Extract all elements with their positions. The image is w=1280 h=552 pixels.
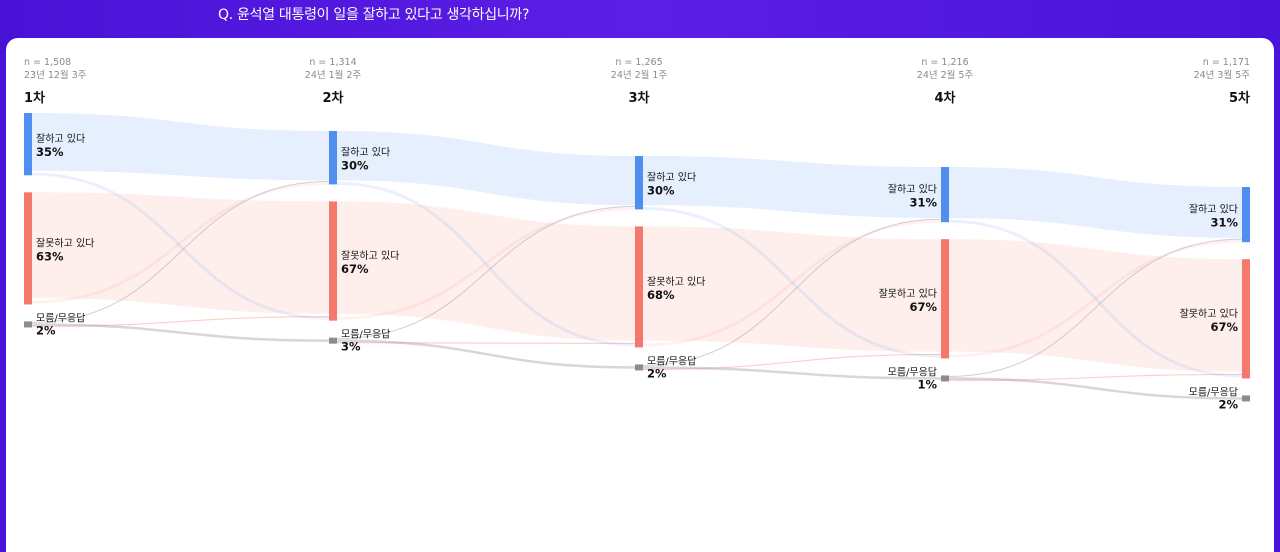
node-value: 2% bbox=[647, 366, 667, 380]
flow-approve-1 bbox=[32, 113, 329, 181]
node-label: 모름/무응답 bbox=[647, 355, 696, 367]
node-value: 30% bbox=[341, 159, 369, 173]
flow-switch-a-4 bbox=[948, 219, 1243, 378]
node-label: 잘하고 있다 bbox=[1189, 203, 1238, 216]
flow-dk-3 bbox=[642, 366, 942, 380]
node-value: 67% bbox=[909, 300, 937, 314]
wave-3-sample: n = 1,265 bbox=[615, 57, 662, 68]
wave-2-name: 2차 bbox=[322, 90, 343, 106]
node-value: 67% bbox=[341, 262, 369, 276]
flow-dk-disapprove-3 bbox=[642, 353, 942, 371]
node-value: 35% bbox=[36, 145, 64, 159]
flow-switch-a-3 bbox=[642, 206, 942, 358]
flow-approve-3 bbox=[643, 156, 941, 218]
wave-5-name: 5차 bbox=[1229, 90, 1250, 106]
node-value: 30% bbox=[647, 184, 675, 198]
flow-dk-1 bbox=[31, 323, 330, 342]
wave-1-name: 1차 bbox=[24, 90, 45, 106]
wave-3-name: 3차 bbox=[628, 90, 649, 106]
wave-5-date: 24년 3월 5주 bbox=[1194, 69, 1251, 81]
flow-approve-4 bbox=[949, 167, 1242, 238]
wave-1-sample: n = 1,508 bbox=[24, 57, 71, 68]
node-label: 잘못하고 있다 bbox=[36, 236, 94, 249]
flow-switch-a-2 bbox=[336, 181, 636, 347]
flow-switch-b-1 bbox=[31, 181, 330, 304]
node-label: 모름/무응답 bbox=[341, 329, 390, 341]
wave-5-sample: n = 1,171 bbox=[1203, 57, 1250, 68]
wave-4-sample: n = 1,216 bbox=[921, 57, 968, 68]
flow-dk-disapprove-1 bbox=[31, 316, 330, 328]
wave-1-date: 23년 12월 3주 bbox=[24, 69, 87, 81]
flow-dk-approve-3 bbox=[642, 218, 942, 366]
flow-links bbox=[31, 113, 1243, 400]
wave-4-date: 24년 2월 5주 bbox=[917, 69, 974, 81]
node-value: 67% bbox=[1210, 320, 1238, 334]
node-3-2 bbox=[635, 226, 643, 348]
node-1-2 bbox=[24, 192, 32, 305]
node-5-1 bbox=[1242, 187, 1250, 243]
flow-switch-b-2 bbox=[336, 206, 636, 320]
node-label: 잘하고 있다 bbox=[36, 132, 85, 145]
flow-dk-approve-4 bbox=[948, 238, 1243, 377]
node-label: 잘못하고 있다 bbox=[341, 249, 399, 262]
flow-disapprove-2 bbox=[337, 201, 635, 341]
node-value: 31% bbox=[1210, 216, 1238, 230]
node-label: 모름/무응답 bbox=[1189, 386, 1238, 398]
node-label: 잘하고 있다 bbox=[341, 146, 390, 159]
wave-3-date: 24년 2월 1주 bbox=[611, 69, 668, 81]
node-1-3 bbox=[24, 321, 32, 328]
node-value: 3% bbox=[341, 340, 361, 354]
wave-2-sample: n = 1,314 bbox=[309, 57, 356, 68]
chart-panel: 잘하고 있다 35% 잘못하고 있다 63% 모름/무응답 2% 잘하고 있다 30% 잘못하고… bbox=[6, 38, 1274, 552]
node-4-2 bbox=[941, 239, 949, 359]
node-label: 모름/무응답 bbox=[36, 312, 85, 324]
flow-dk-disapprove-4 bbox=[948, 373, 1243, 382]
node-value: 68% bbox=[647, 288, 675, 302]
flow-switch-a-1 bbox=[31, 172, 330, 320]
flow-dk-4 bbox=[948, 377, 1243, 400]
node-label: 모름/무응답 bbox=[888, 366, 937, 378]
flow-dk-2 bbox=[336, 339, 636, 369]
node-label: 잘하고 있다 bbox=[647, 171, 696, 184]
node-value: 1% bbox=[917, 377, 937, 391]
node-2-2 bbox=[329, 201, 337, 321]
node-value: 31% bbox=[909, 196, 937, 210]
node-1-1 bbox=[24, 113, 32, 176]
node-label: 잘못하고 있다 bbox=[1180, 307, 1238, 320]
flow-disapprove-4 bbox=[949, 239, 1242, 372]
node-3-3 bbox=[635, 364, 643, 371]
flow-switch-b-3 bbox=[642, 219, 942, 347]
node-2-3 bbox=[329, 337, 337, 344]
flow-disapprove-1 bbox=[32, 192, 329, 314]
node-value: 63% bbox=[36, 249, 64, 263]
node-2-1 bbox=[329, 131, 337, 185]
node-value: 2% bbox=[1218, 397, 1238, 411]
flow-approve-2 bbox=[337, 131, 635, 206]
node-value: 2% bbox=[36, 323, 56, 337]
node-5-2 bbox=[1242, 259, 1250, 379]
flow-switch-b-4 bbox=[948, 239, 1243, 358]
wave-2-date: 24년 1월 2주 bbox=[305, 69, 362, 81]
node-label: 잘못하고 있다 bbox=[647, 275, 705, 288]
node-4-3 bbox=[941, 375, 949, 382]
flow-dk-approve-1 bbox=[31, 180, 330, 323]
node-5-3 bbox=[1242, 395, 1250, 402]
flow-disapprove-3 bbox=[643, 226, 941, 352]
node-3-1 bbox=[635, 156, 643, 210]
question-title: Q. 윤석열 대통령이 일을 잘하고 있다고 생각하십니까? bbox=[218, 7, 530, 23]
node-4-1 bbox=[941, 167, 949, 223]
node-label: 잘하고 있다 bbox=[888, 183, 937, 196]
flow-dk-disapprove-2 bbox=[336, 342, 636, 345]
wave-4-name: 4차 bbox=[934, 90, 955, 106]
node-label: 잘못하고 있다 bbox=[879, 287, 937, 300]
flow-dk-approve-2 bbox=[336, 205, 636, 340]
